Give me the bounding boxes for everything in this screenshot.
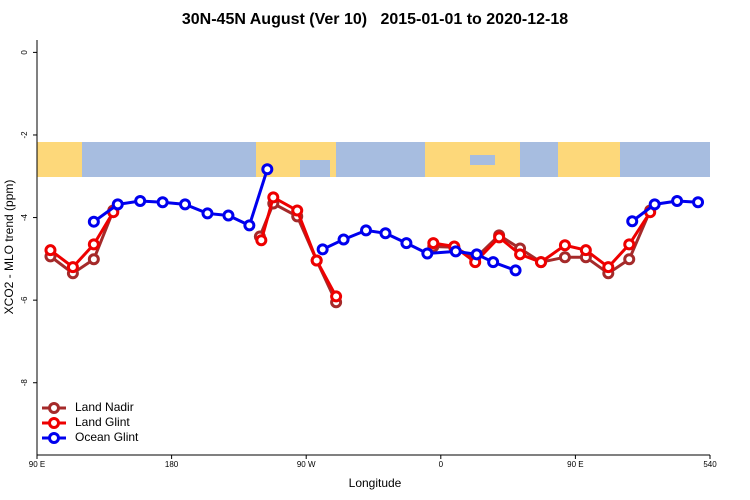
point — [291, 204, 304, 217]
point — [379, 227, 392, 240]
point — [134, 195, 147, 208]
point — [243, 219, 256, 232]
point — [261, 163, 274, 176]
series-line — [92, 168, 699, 272]
point — [222, 209, 235, 222]
point — [535, 256, 548, 269]
legend-marker — [48, 402, 60, 414]
point — [255, 234, 268, 247]
x-axis-label: Longitude — [349, 476, 402, 490]
point — [626, 215, 639, 228]
point — [623, 238, 636, 251]
y-axis-label: XCO2 - MLO trend (ppm) — [2, 180, 16, 315]
point — [44, 244, 57, 257]
y-tick-label: -8 — [20, 379, 29, 387]
point — [400, 237, 413, 250]
point — [487, 256, 500, 269]
point — [337, 233, 350, 246]
point — [579, 244, 592, 257]
point — [493, 231, 506, 244]
y-tick-label: -4 — [20, 213, 29, 221]
x-tick-label: 180 — [165, 460, 179, 469]
legend-marker — [48, 432, 60, 444]
point — [623, 253, 636, 266]
point — [330, 290, 343, 303]
point — [514, 248, 527, 261]
point — [111, 198, 124, 211]
point — [449, 245, 462, 258]
point — [427, 237, 440, 250]
series-line — [49, 201, 652, 303]
point — [360, 224, 373, 237]
point — [316, 243, 329, 256]
point — [602, 261, 615, 274]
point — [156, 196, 169, 209]
point — [87, 253, 100, 266]
y-tick-label: -6 — [20, 296, 29, 304]
legend-label: Ocean Glint — [75, 430, 139, 444]
point — [201, 207, 214, 220]
point — [267, 191, 280, 204]
x-tick-label: 90 W — [297, 460, 316, 469]
point — [179, 198, 192, 211]
point — [692, 196, 705, 209]
point — [87, 215, 100, 228]
y-tick-label: 0 — [20, 50, 29, 55]
point — [87, 238, 100, 251]
point — [671, 195, 684, 208]
point — [558, 251, 571, 264]
map-band — [37, 142, 710, 177]
point — [648, 198, 661, 211]
chart-title: 30N-45N August (Ver 10) 2015-01-01 to 20… — [182, 11, 568, 28]
x-tick-label: 0 — [439, 460, 444, 469]
legend-label: Land Nadir — [75, 400, 134, 414]
point — [470, 248, 483, 261]
x-tick-label: 90 E — [29, 460, 45, 469]
legend-label: Land Glint — [75, 415, 130, 429]
x-tick-label: 540 — [703, 460, 717, 469]
point — [509, 264, 522, 277]
point — [558, 239, 571, 252]
point — [310, 254, 323, 267]
point — [421, 247, 434, 260]
legend-marker — [48, 417, 60, 429]
y-tick-label: -2 — [20, 131, 29, 139]
x-tick-label: 90 E — [567, 460, 583, 469]
point — [66, 261, 79, 274]
